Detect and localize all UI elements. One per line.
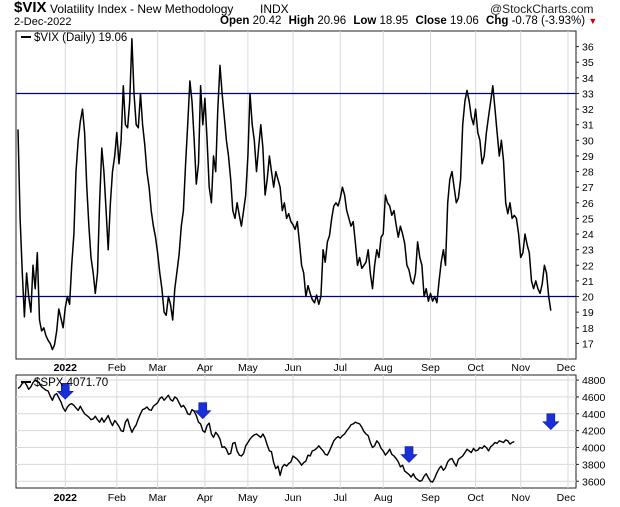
symbol-title: $VIX <box>14 0 47 16</box>
vix-y-tick-label: 27 <box>582 182 594 194</box>
spx-legend-text: $SPX 4071.70 <box>34 377 108 389</box>
vix-y-tick-label: 36 <box>582 42 594 54</box>
spx-down-arrow-marker <box>56 382 74 400</box>
chg-label: Chg <box>486 15 509 27</box>
vix-y-tick-label: 30 <box>582 135 594 147</box>
vix-x-tick-label: May <box>238 362 259 374</box>
vix-y-tick-label: 25 <box>582 213 594 225</box>
spx-x-tick-label: Apr <box>197 492 214 504</box>
vix-x-tick-label: Dec <box>557 362 576 374</box>
spx-legend: $SPX 4071.70 <box>21 377 108 389</box>
vix-x-tick-label: 2022 <box>54 362 78 374</box>
spx-y-tick-label: 4200 <box>582 426 606 438</box>
ohlc-readout: Open 20.42 High 20.96 Low 18.95 Close 19… <box>220 15 597 27</box>
vix-y-tick-label: 18 <box>582 323 594 335</box>
spx-x-tick-label: Jun <box>285 492 302 504</box>
spx-y-tick-label: 3600 <box>582 476 606 488</box>
spx-y-tick-label: 4600 <box>582 392 606 404</box>
vix-y-tick-label: 26 <box>582 198 594 210</box>
spx-x-tick-label: Aug <box>374 492 393 504</box>
spx-x-tick-label: Oct <box>467 492 483 504</box>
down-triangle-icon: ▼ <box>588 16 598 26</box>
chart-date: 2-Dec-2022 <box>14 16 72 28</box>
vix-y-tick-label: 33 <box>582 88 594 100</box>
high-label: High <box>288 15 315 27</box>
watermark: @StockCharts.com <box>490 2 594 16</box>
spx-x-tick-label: Mar <box>149 492 168 504</box>
open-label: Open <box>220 15 250 27</box>
spx-y-tick-label: 4000 <box>582 443 606 455</box>
spx-panel-frame <box>15 374 577 489</box>
vix-y-tick-label: 23 <box>582 245 594 257</box>
vix-y-tick-label: 28 <box>582 167 594 179</box>
spx-x-tick-label: Nov <box>511 492 530 504</box>
spx-price-line <box>17 379 515 483</box>
vix-y-tick-label: 32 <box>582 104 594 116</box>
spx-y-tick-label: 4400 <box>582 409 606 421</box>
vix-panel-frame <box>15 30 577 360</box>
vix-y-tick-label: 31 <box>582 120 594 132</box>
vix-y-tick-label: 21 <box>582 276 594 288</box>
close-value: 19.06 <box>450 15 479 27</box>
vix-legend: $VIX (Daily) 19.06 <box>21 32 127 44</box>
exchange-code: INDX <box>260 2 289 16</box>
vix-y-tick-label: 22 <box>582 260 594 272</box>
spx-y-tick-label: 4800 <box>582 375 606 387</box>
spx-x-tick-label: 2022 <box>54 492 78 504</box>
vix-x-tick-label: Mar <box>149 362 168 374</box>
open-value: 20.42 <box>252 15 282 27</box>
vix-x-tick-label: Jul <box>334 362 347 374</box>
chart-header: $VIX Volatility Index - New Methodology … <box>0 0 620 30</box>
vix-y-tick-label: 19 <box>582 307 594 319</box>
spx-x-tick-label: Dec <box>557 492 576 504</box>
vix-y-tick-label: 34 <box>582 73 594 85</box>
spx-down-arrow-marker <box>194 402 212 420</box>
spx-x-tick-label: Sep <box>421 492 440 504</box>
vix-x-tick-label: Feb <box>108 362 126 374</box>
low-value: 18.95 <box>379 15 409 27</box>
high-value: 20.96 <box>317 15 347 27</box>
vix-y-tick-label: 17 <box>582 338 594 350</box>
chg-value: -0.78 (-3.93%) <box>511 15 586 27</box>
vix-x-tick-label: Sep <box>421 362 440 374</box>
spx-down-arrow-marker <box>542 413 560 431</box>
close-label: Close <box>415 15 447 27</box>
vix-x-tick-label: Apr <box>197 362 214 374</box>
vix-y-tick-label: 29 <box>582 151 594 163</box>
spx-x-tick-label: Jul <box>334 492 347 504</box>
spx-down-arrow-marker <box>400 446 418 463</box>
spx-x-tick-label: Feb <box>108 492 126 504</box>
spx-x-tick-label: May <box>238 492 259 504</box>
low-label: Low <box>353 15 377 27</box>
vix-x-tick-label: Oct <box>467 362 483 374</box>
index-name: Volatility Index - New Methodology <box>50 2 234 16</box>
vix-x-tick-label: Aug <box>374 362 393 374</box>
vix-price-line <box>17 38 552 351</box>
vix-y-tick-label: 35 <box>582 57 594 69</box>
vix-y-tick-label: 20 <box>582 292 594 304</box>
vix-x-tick-label: Jun <box>285 362 302 374</box>
vix-x-tick-label: Nov <box>511 362 530 374</box>
spx-y-tick-label: 3800 <box>582 459 606 471</box>
vix-legend-text: $VIX (Daily) 19.06 <box>34 32 127 44</box>
vix-y-tick-label: 24 <box>582 229 594 241</box>
